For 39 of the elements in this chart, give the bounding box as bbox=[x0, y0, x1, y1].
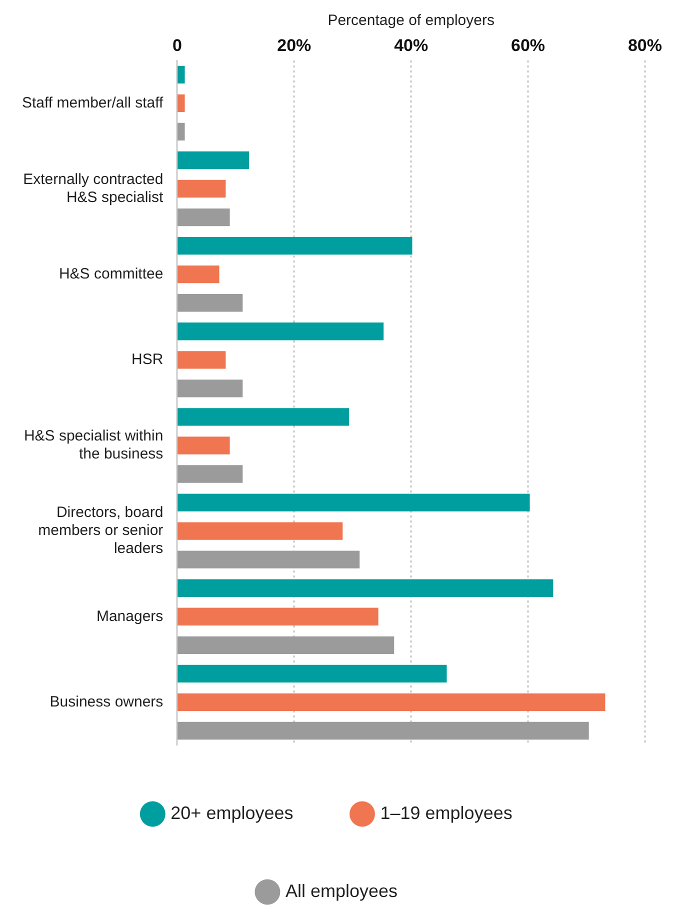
bar bbox=[178, 494, 530, 512]
x-tick-label: 60% bbox=[511, 36, 546, 55]
y-tick-label: Managers bbox=[96, 608, 164, 625]
y-tick-label: Business owners bbox=[50, 693, 164, 710]
x-tick-label: 20% bbox=[277, 36, 312, 55]
bar bbox=[178, 180, 226, 198]
bar bbox=[178, 380, 243, 398]
bar bbox=[178, 693, 606, 712]
legend-label: 20+ employees bbox=[170, 802, 294, 823]
bar bbox=[178, 94, 185, 112]
bar bbox=[178, 351, 226, 369]
legend-label: All employees bbox=[285, 880, 398, 901]
bar bbox=[178, 522, 343, 540]
bar bbox=[178, 550, 360, 568]
x-tick-label: 0 bbox=[172, 36, 182, 55]
bar bbox=[178, 151, 250, 170]
bar bbox=[178, 408, 350, 426]
y-tick-label: H&S committee bbox=[58, 265, 164, 282]
y-tick-label: Staff member/all staff bbox=[22, 94, 164, 112]
bar bbox=[178, 322, 384, 340]
x-axis-title: Percentage of employers bbox=[328, 12, 494, 30]
bar bbox=[178, 579, 554, 597]
bar bbox=[178, 66, 185, 84]
bar bbox=[178, 664, 447, 683]
y-tick-label: Externally contracted H&S specialist bbox=[23, 170, 164, 206]
bar bbox=[178, 208, 230, 226]
legend-label: 1–19 employees bbox=[380, 802, 512, 823]
x-tick-label: 80% bbox=[628, 36, 662, 55]
bar bbox=[178, 465, 243, 483]
y-tick-label: H&S specialist within the business bbox=[24, 428, 164, 463]
y-tick-label: Directors, board members or senior leaders bbox=[38, 504, 164, 558]
bar bbox=[178, 122, 185, 141]
bar bbox=[178, 236, 412, 255]
bar bbox=[178, 436, 230, 454]
y-tick-label: HSR bbox=[132, 351, 164, 368]
bar bbox=[178, 265, 220, 284]
bar bbox=[178, 608, 378, 626]
x-tick-label: 40% bbox=[394, 36, 428, 55]
bar bbox=[178, 294, 243, 312]
